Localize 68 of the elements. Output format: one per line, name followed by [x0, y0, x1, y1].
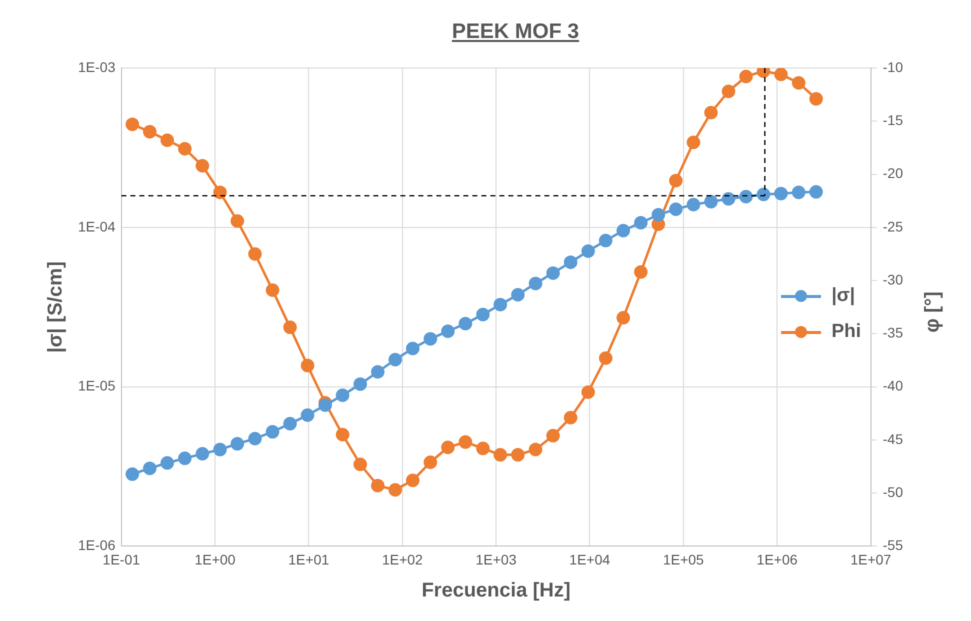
- legend-label: Phi: [831, 321, 861, 343]
- y2-tick-label: -15: [882, 112, 904, 128]
- point: [283, 416, 297, 430]
- point: [230, 437, 244, 451]
- y2-tick-label: -30: [882, 271, 904, 288]
- point: [704, 194, 718, 208]
- point: [616, 224, 630, 238]
- point: [318, 398, 332, 412]
- x-tick-label: 1E+01: [288, 551, 330, 568]
- y-axis-title: |σ| [S/cm]: [44, 261, 67, 353]
- y2-tick-label: -20: [882, 165, 904, 182]
- point: [336, 388, 350, 402]
- point: [424, 332, 438, 346]
- y2-tick-label: -55: [882, 537, 904, 554]
- point: [196, 447, 210, 461]
- point: [652, 208, 666, 222]
- chart-title: PEEK MOF 3: [452, 20, 580, 43]
- x-tick-label: 1E+05: [662, 551, 704, 568]
- y-tick-label: 1E-04: [78, 218, 116, 234]
- x-axis-title: Frecuencia [Hz]: [422, 580, 571, 602]
- point: [371, 365, 385, 379]
- y-tick-label: 1E-03: [78, 58, 116, 75]
- y2-tick-label: -45: [882, 430, 904, 447]
- point: [564, 255, 578, 269]
- point: [266, 425, 280, 439]
- point: [458, 316, 472, 330]
- x-tick-label: 1E+03: [476, 551, 517, 568]
- y2-tick-label: -50: [882, 484, 904, 500]
- point: [809, 185, 823, 199]
- point: [126, 467, 140, 481]
- x-tick-label: 1E+02: [382, 551, 424, 568]
- point: [598, 234, 612, 248]
- y2-tick-label: -10: [882, 58, 904, 75]
- point: [494, 298, 508, 312]
- point: [406, 342, 420, 356]
- point: [354, 377, 368, 391]
- point: [160, 456, 174, 470]
- x-tick-label: 1E+04: [569, 551, 610, 568]
- x-tick-label: 1E+00: [194, 551, 236, 568]
- point: [686, 198, 700, 212]
- point: [178, 452, 192, 466]
- point: [739, 190, 753, 204]
- point: [792, 186, 806, 200]
- x-tick-label: 1E+06: [756, 551, 798, 568]
- legend-label: |σ|: [831, 285, 856, 307]
- point: [143, 462, 157, 476]
- point: [774, 186, 788, 200]
- point: [388, 352, 402, 366]
- y2-tick-label: -25: [882, 218, 904, 234]
- y-tick-label: 1E-05: [78, 378, 116, 394]
- y-tick-label: 1E-06: [78, 537, 116, 554]
- point: [511, 288, 525, 302]
- point: [634, 216, 648, 230]
- point: [528, 276, 542, 290]
- x-tick-label: 1E+07: [850, 551, 892, 568]
- point: [441, 324, 455, 338]
- point: [669, 202, 683, 216]
- y2-tick-label: -40: [882, 378, 904, 394]
- x-tick-label: 1E-01: [102, 551, 140, 568]
- point: [722, 192, 736, 206]
- point: [581, 244, 595, 258]
- point: [213, 442, 227, 456]
- point: [248, 432, 262, 446]
- y2-axis-title: φ [°]: [922, 291, 944, 333]
- y2-tick-label: -35: [882, 324, 904, 341]
- point: [300, 408, 314, 422]
- point: [546, 266, 560, 280]
- point: [476, 308, 490, 322]
